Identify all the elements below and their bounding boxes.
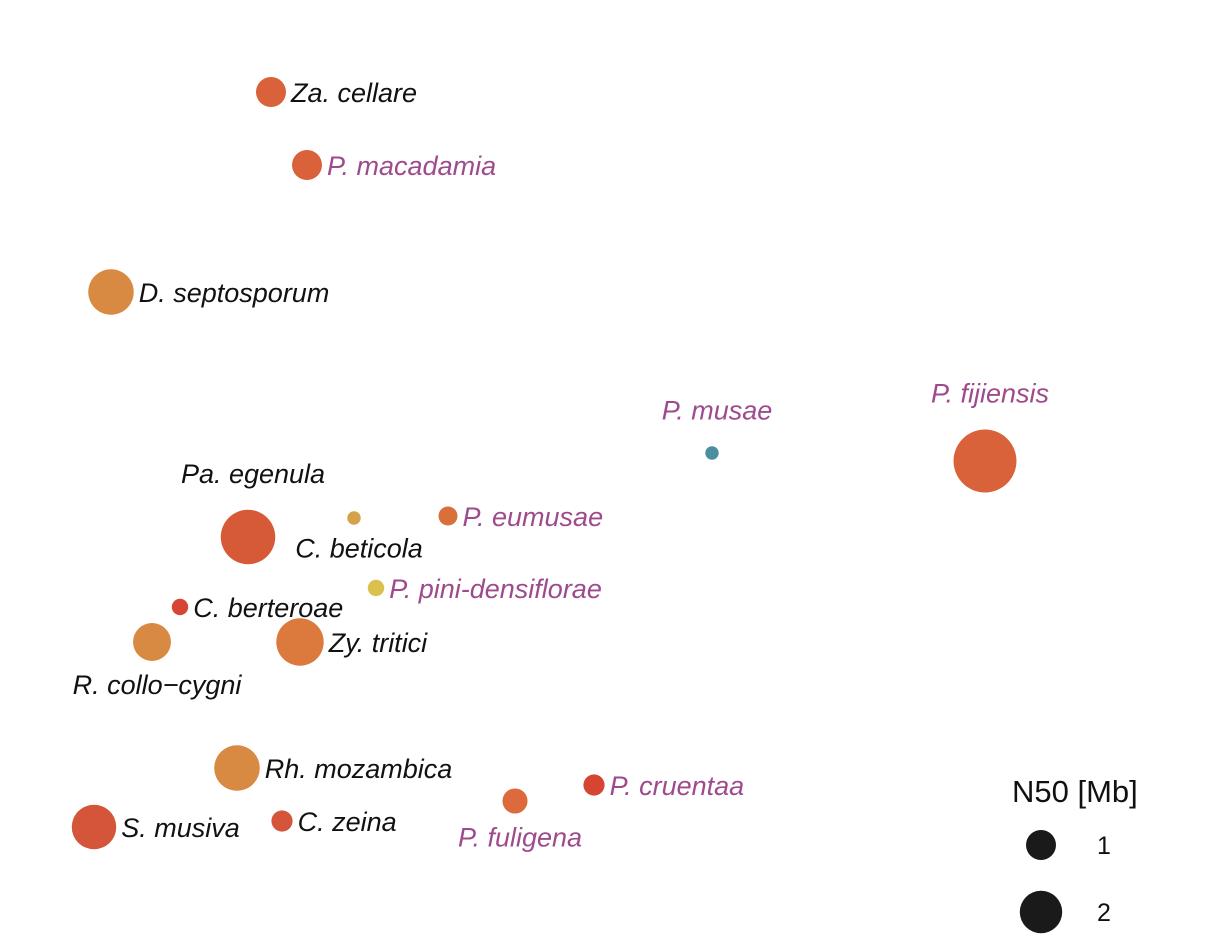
data-point	[953, 429, 1017, 493]
data-point	[133, 623, 171, 661]
point-label: P. musae	[662, 395, 773, 425]
data-point	[583, 774, 605, 796]
point-label: S. musiva	[121, 813, 240, 843]
data-point	[502, 788, 528, 814]
data-point	[438, 506, 458, 526]
data-point	[171, 598, 189, 616]
point-label: P. macadamia	[327, 151, 496, 181]
legend-swatch	[1026, 830, 1056, 860]
data-point	[705, 446, 719, 460]
data-point	[367, 579, 385, 597]
data-point	[88, 269, 134, 315]
data-point	[271, 810, 293, 832]
data-point	[292, 150, 322, 180]
size-legend: N50 [Mb] 12	[1012, 774, 1138, 934]
point-label: P. fuligena	[458, 823, 582, 853]
points-layer	[71, 77, 1017, 850]
point-label: P. pini-densiflorae	[389, 574, 602, 604]
legend-label: 1	[1097, 832, 1111, 860]
point-label: C. beticola	[295, 534, 423, 564]
legend-title: N50 [Mb]	[1012, 774, 1138, 809]
legend-items: 12	[1019, 830, 1111, 934]
data-point	[214, 745, 260, 791]
point-label: P. cruentaa	[610, 771, 745, 801]
data-point	[256, 77, 286, 107]
labels-layer: Za. cellare P. macadamia D. septosporum P. …	[73, 78, 1049, 853]
data-point	[71, 804, 117, 850]
data-point	[347, 511, 361, 525]
point-label: C. berteroae	[193, 593, 343, 623]
point-label: Za. cellare	[290, 78, 417, 108]
point-label: Pa. egenula	[181, 459, 325, 489]
legend-swatch	[1019, 890, 1063, 934]
point-label: Zy. tritici	[328, 628, 428, 658]
point-label: P. fijiensis	[931, 379, 1049, 409]
point-label: Rh. mozambica	[265, 754, 453, 784]
point-label: D. septosporum	[139, 278, 330, 308]
point-label: P. eumusae	[462, 502, 603, 532]
data-point	[276, 618, 324, 666]
point-label: C. zeina	[298, 807, 397, 837]
point-label: R. collo−cygni	[73, 670, 243, 700]
legend-label: 2	[1097, 899, 1111, 927]
data-point	[220, 509, 276, 565]
